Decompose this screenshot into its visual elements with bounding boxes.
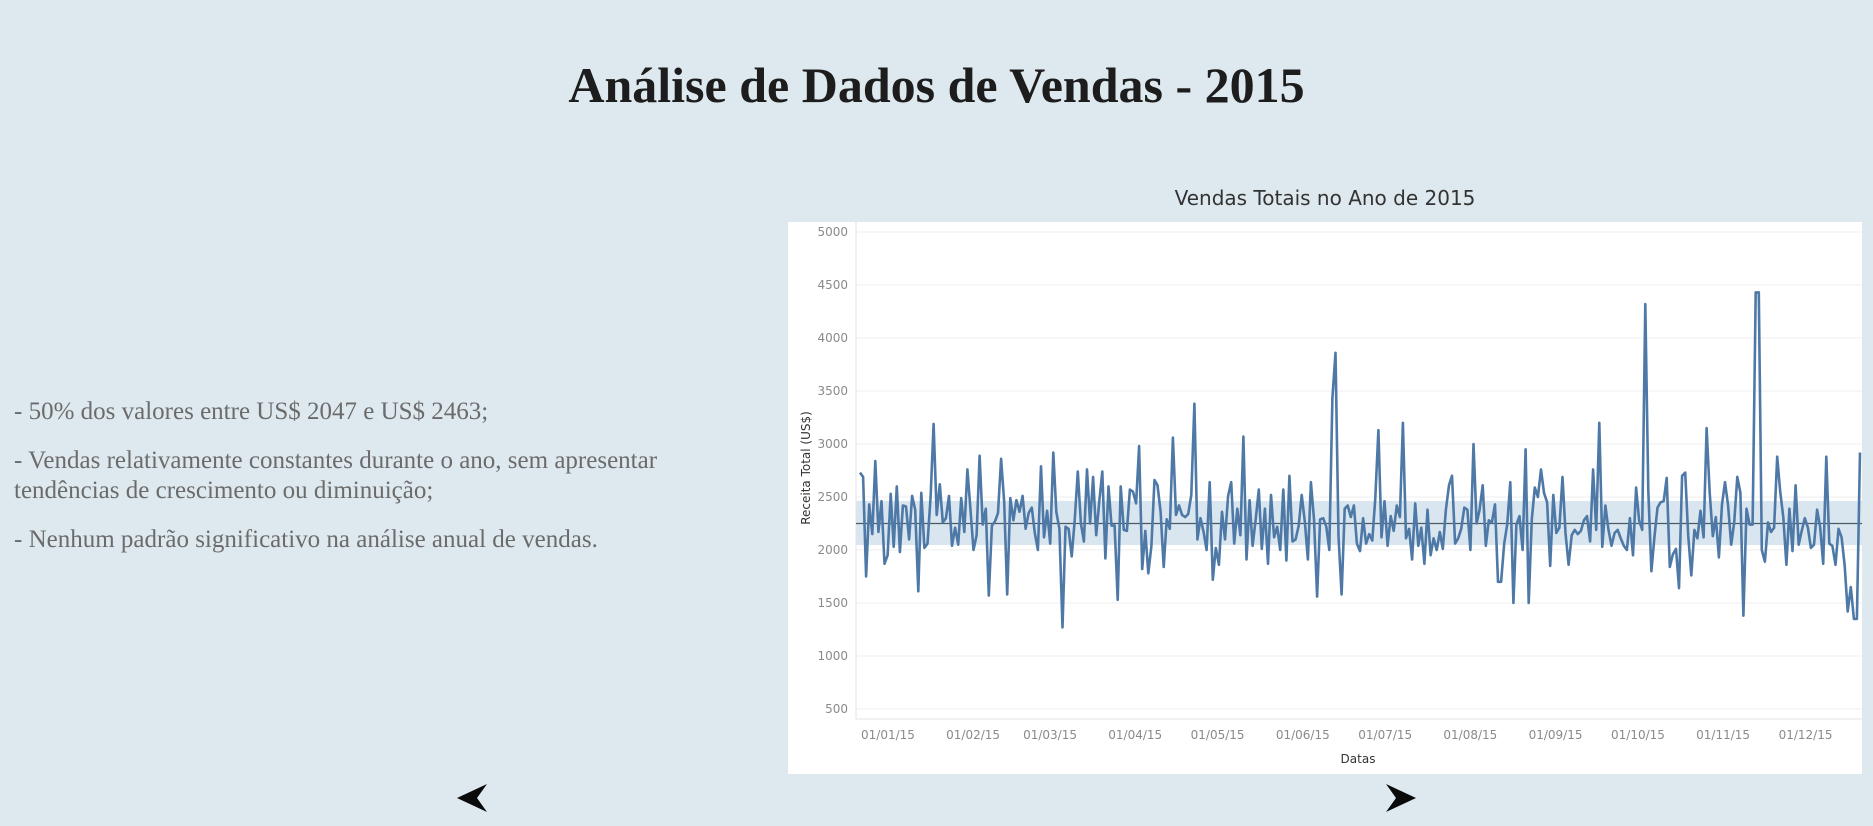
chart-title: Vendas Totais no Ano de 2015 <box>1174 186 1476 210</box>
x-tick-label: 01/09/15 <box>1529 728 1583 742</box>
y-tick-label: 2500 <box>817 490 848 504</box>
prev-arrow-icon[interactable] <box>455 783 489 813</box>
bullet-trend: - Vendas relativamente constantes durant… <box>14 447 658 504</box>
x-tick-label: 01/05/15 <box>1191 728 1245 742</box>
y-tick-label: 4500 <box>817 278 848 292</box>
x-tick-label: 01/12/15 <box>1779 728 1833 742</box>
x-tick-label: 01/04/15 <box>1108 728 1162 742</box>
y-tick-label: 1500 <box>817 596 848 610</box>
x-tick-label: 01/08/15 <box>1443 728 1497 742</box>
y-tick-label: 3000 <box>817 437 848 451</box>
x-tick-label: 01/11/15 <box>1696 728 1750 742</box>
next-arrow-icon[interactable] <box>1384 783 1418 813</box>
x-tick-label: 01/06/15 <box>1276 728 1330 742</box>
summary-bullets: - 50% dos valores entre US$ 2047 e US$ 2… <box>14 397 734 574</box>
x-tick-label: 01/10/15 <box>1611 728 1665 742</box>
y-tick-label: 1000 <box>817 649 848 663</box>
y-tick-label: 4000 <box>817 331 848 345</box>
y-tick-label: 5000 <box>817 225 848 239</box>
bullet-pattern: - Nenhum padrão significativo na análise… <box>14 526 598 553</box>
x-tick-label: 01/07/15 <box>1358 728 1412 742</box>
line-chart: 500 1000 1500 2000 2500 3000 3500 4000 4500 5000 0… <box>799 222 1862 766</box>
sales-series-line <box>858 291 1862 629</box>
y-tick-label: 500 <box>825 702 848 716</box>
page-title: Análise de Dados de Vendas - 2015 <box>568 57 1305 113</box>
y-tick-label: 3500 <box>817 384 848 398</box>
y-tick-label: 2000 <box>817 543 848 557</box>
bullet-interquartile: - 50% dos valores entre US$ 2047 e US$ 2… <box>14 398 489 425</box>
x-axis-title: Datas <box>1341 752 1376 766</box>
x-tick-label: 01/03/15 <box>1023 728 1077 742</box>
x-tick-label: 01/01/15 <box>861 728 915 742</box>
y-axis-title: Receita Total (US$) <box>799 411 813 525</box>
chart-panel: 500 1000 1500 2000 2500 3000 3500 4000 4500 5000 0… <box>788 222 1862 774</box>
x-tick-label: 01/02/15 <box>946 728 1000 742</box>
